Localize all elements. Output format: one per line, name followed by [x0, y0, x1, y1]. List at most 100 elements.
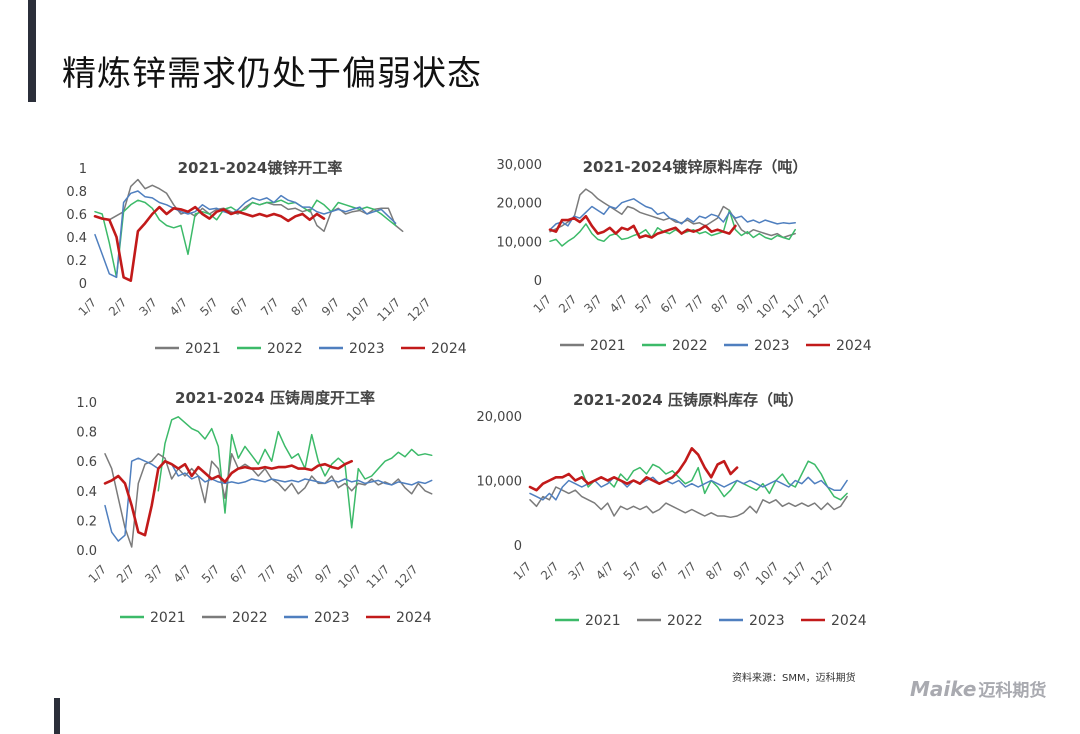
series-line-2024 [548, 214, 737, 239]
legend-label-2021: 2021 [150, 610, 186, 626]
y-tick-label: 0.6 [66, 208, 87, 223]
y-tick-label: 0.8 [66, 185, 87, 200]
x-tick-label: 9/7 [731, 559, 755, 583]
y-tick-label: 0.2 [76, 514, 97, 529]
chart-title: 2021-2024 压铸周度开工率 [175, 389, 375, 407]
x-tick-label: 1/7 [86, 562, 110, 586]
legend-label-2023: 2023 [314, 610, 350, 626]
y-tick-label: 0.4 [66, 231, 87, 246]
legend-label-2022: 2022 [232, 610, 268, 626]
x-tick-label: 1/7 [531, 292, 555, 316]
x-tick-label: 10/7 [335, 562, 364, 591]
chart-title: 2021-2024 压铸原料库存（吨） [573, 391, 803, 409]
x-tick-label: 11/7 [374, 295, 403, 324]
company-logo: Maike 迈科期货 [910, 676, 1046, 701]
legend-label-2021: 2021 [185, 341, 221, 357]
y-tick-label: 10,000 [477, 475, 523, 490]
series-line-2022 [104, 453, 433, 548]
legend-label-2021: 2021 [590, 338, 626, 354]
y-tick-label: 0.4 [76, 485, 97, 500]
x-tick-label: 8/7 [284, 562, 308, 586]
y-tick-label: 0.8 [76, 426, 97, 441]
x-tick-label: 4/7 [167, 295, 191, 319]
top-accent-bar [28, 0, 36, 102]
series-line-2023 [94, 190, 397, 279]
x-tick-label: 1/7 [511, 559, 535, 583]
x-tick-label: 4/7 [171, 562, 195, 586]
legend-label-2022: 2022 [667, 613, 703, 629]
x-tick-label: 11/7 [780, 559, 809, 588]
chart-die-casting-weekly-rate: 2021-2024 压铸周度开工率 0.0 0.2 0.4 0.6 0.8 1.0 1/7 2/… [76, 389, 433, 626]
x-tick-label: 5/7 [197, 295, 221, 319]
series-line-2022 [549, 209, 796, 247]
legend-label-2023: 2023 [749, 613, 785, 629]
series-line-2023 [529, 476, 848, 501]
x-tick-label: 5/7 [621, 559, 645, 583]
legend-label-2024: 2024 [831, 613, 867, 629]
x-tick-label: 11/7 [779, 292, 808, 321]
x-tick-label: 3/7 [566, 559, 590, 583]
y-tick-label: 0.0 [76, 544, 97, 559]
x-tick-label: 5/7 [199, 562, 223, 586]
x-tick-label: 7/7 [683, 292, 707, 316]
page-title: 精炼锌需求仍处于偏弱状态 [62, 54, 482, 94]
logo-cn: 迈科期货 [978, 681, 1047, 701]
x-tick-label: 9/7 [319, 295, 343, 319]
chart-die-casting-raw-material-stock: 2021-2024 压铸原料库存（吨） 0 10,000 20,000 1/7 2/7 3/… [477, 391, 867, 629]
x-tick-label: 10/7 [344, 295, 373, 324]
y-tick-label: 20,000 [497, 197, 543, 212]
legend-label-2022: 2022 [267, 341, 303, 357]
series-line-2021 [157, 416, 433, 529]
x-tick-label: 8/7 [703, 559, 727, 583]
x-tick-label: 3/7 [142, 562, 166, 586]
x-tick-label: 10/7 [754, 292, 783, 321]
x-tick-label: 3/7 [581, 292, 605, 316]
y-tick-label: 30,000 [497, 158, 543, 173]
y-tick-label: 0.6 [76, 455, 97, 470]
x-tick-label: 2/7 [106, 295, 130, 319]
logo-brand: Maike [910, 677, 977, 701]
legend-label-2024: 2024 [836, 338, 872, 354]
x-tick-label: 8/7 [288, 295, 312, 319]
x-tick-label: 12/7 [805, 292, 834, 321]
x-tick-label: 3/7 [136, 295, 160, 319]
chart-title: 2021-2024镀锌开工率 [178, 159, 343, 177]
y-tick-label: 1 [79, 162, 87, 177]
x-tick-label: 6/7 [228, 295, 252, 319]
y-tick-label: 0 [534, 274, 542, 289]
series-line-2022 [94, 199, 397, 279]
x-tick-label: 4/7 [593, 559, 617, 583]
legend-label-2022: 2022 [672, 338, 708, 354]
x-tick-label: 6/7 [227, 562, 251, 586]
y-tick-label: 20,000 [477, 410, 523, 425]
x-tick-label: 8/7 [708, 292, 732, 316]
x-tick-label: 4/7 [607, 292, 631, 316]
bottom-accent-bar [54, 698, 60, 734]
series-line-2022 [529, 486, 848, 519]
x-tick-label: 7/7 [256, 562, 280, 586]
chart-title: 2021-2024镀锌原料库存（吨） [583, 158, 808, 176]
legend-label-2021: 2021 [585, 613, 621, 629]
series-line-2024 [103, 459, 353, 537]
legend-label-2023: 2023 [754, 338, 790, 354]
legend-label-2024: 2024 [396, 610, 432, 626]
series-line-2023 [549, 198, 796, 231]
chart-galvanizing-raw-material-stock: 2021-2024镀锌原料库存（吨） 0 10,000 20,000 30,000 1/7… [497, 158, 872, 354]
x-tick-label: 7/7 [676, 559, 700, 583]
x-tick-label: 12/7 [392, 562, 421, 591]
x-tick-label: 12/7 [405, 295, 434, 324]
x-tick-label: 1/7 [76, 295, 100, 319]
legend-label-2023: 2023 [349, 341, 385, 357]
y-tick-label: 0.2 [66, 254, 87, 269]
source-note: 资料来源：SMM，迈科期货 [732, 673, 856, 684]
y-tick-label: 0 [79, 277, 87, 292]
x-tick-label: 6/7 [658, 292, 682, 316]
x-tick-label: 2/7 [538, 559, 562, 583]
y-tick-label: 1.0 [76, 396, 97, 411]
legend-label-2024: 2024 [431, 341, 467, 357]
x-tick-label: 7/7 [258, 295, 282, 319]
x-tick-label: 2/7 [556, 292, 580, 316]
x-tick-label: 10/7 [753, 559, 782, 588]
x-tick-label: 6/7 [648, 559, 672, 583]
